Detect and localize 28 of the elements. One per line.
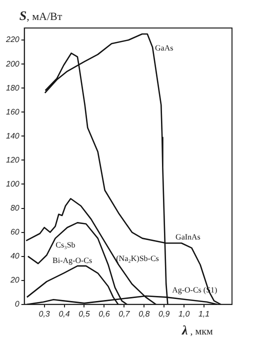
y-tick-label: 200: [4, 59, 20, 68]
series-label: Cs₃Sb: [56, 240, 76, 250]
y-tick-label: 20: [9, 276, 20, 285]
y-tick-label: 120: [6, 155, 20, 164]
x-tick-label: 0,8: [138, 309, 150, 318]
y-tick-label: 160: [6, 107, 20, 116]
y-tick-label: 80: [10, 203, 20, 212]
y-tick-label: 0: [14, 300, 20, 309]
x-tick-label: 0,4: [58, 309, 70, 318]
series-label: GaInAs: [176, 232, 200, 242]
x-tick-label: 1,0: [178, 309, 190, 318]
x-tick-label: 0,7: [118, 309, 130, 318]
series-label: Bi-Ag-O-Cs: [52, 256, 92, 266]
x-tick-label: 0,3: [38, 309, 50, 318]
y-tick-label: 180: [6, 83, 20, 92]
y-tick-label: 40: [10, 252, 20, 261]
y-tick-label: 60: [10, 228, 20, 237]
series-label: (Na₂K)Sb-Cs: [116, 254, 159, 263]
x-tick-label: 0,5: [78, 309, 90, 318]
x-tick-label: 1,1: [198, 309, 210, 318]
y-tick-label: 220: [4, 35, 20, 44]
series-label: GaAs: [154, 44, 174, 53]
y-tick-label: 140: [6, 131, 20, 140]
x-axis-title: λ , мкм: [181, 322, 214, 338]
y-tick-label: 100: [6, 179, 20, 188]
x-tick-label: 0,9: [158, 309, 170, 318]
x-tick-label: 0,6: [98, 309, 110, 318]
y-axis-title: S, мА/Вт: [19, 8, 62, 23]
